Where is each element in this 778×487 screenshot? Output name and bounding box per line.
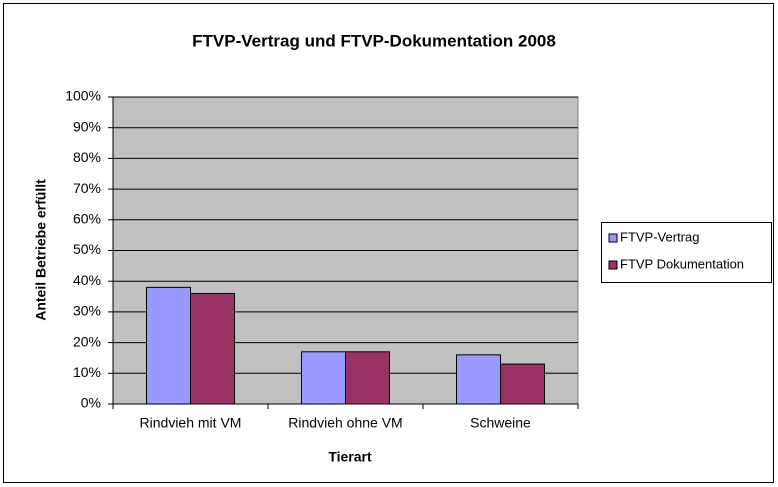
y-tick-label: 30% — [73, 303, 101, 319]
x-tick-label: Rindvieh ohne VM — [288, 415, 402, 431]
legend-label: FTVP Dokumentation — [620, 256, 744, 271]
y-tick-label: 10% — [73, 364, 101, 380]
y-tick-label: 100% — [65, 88, 101, 104]
y-tick-label: 40% — [73, 272, 101, 288]
y-axis-label: Anteil Betriebe erfüllt — [33, 179, 49, 321]
chart-title: FTVP-Vertrag und FTVP-Dokumentation 2008 — [192, 31, 556, 50]
legend-box — [601, 222, 772, 283]
bar — [500, 363, 545, 405]
y-tick-label: 20% — [73, 333, 101, 349]
bar — [456, 354, 501, 405]
y-tick-label: 50% — [73, 241, 101, 257]
x-tick-label: Rindvieh mit VM — [140, 415, 242, 431]
legend-label: FTVP-Vertrag — [620, 229, 699, 244]
y-tick-label: 90% — [73, 118, 101, 134]
bar — [301, 351, 346, 405]
legend-swatch — [608, 260, 618, 270]
legend-swatch — [608, 233, 618, 243]
bar — [190, 292, 235, 405]
bar — [146, 286, 191, 405]
x-axis-label: Tierart — [328, 449, 372, 465]
y-tick-label: 0% — [81, 395, 101, 411]
x-tick-label: Schweine — [470, 415, 531, 431]
y-tick-label: 60% — [73, 211, 101, 227]
y-tick-label: 80% — [73, 149, 101, 165]
bar — [345, 351, 390, 405]
y-tick-label: 70% — [73, 180, 101, 196]
